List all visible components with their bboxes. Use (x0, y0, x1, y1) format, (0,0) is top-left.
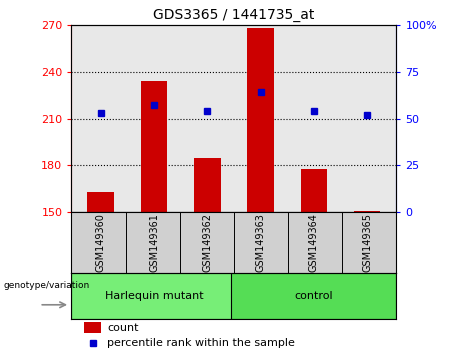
Text: GSM149364: GSM149364 (309, 213, 319, 272)
Bar (84, 322, 100, 333)
Bar (194, 158, 221, 212)
Text: control: control (295, 291, 333, 301)
Text: GSM149365: GSM149365 (362, 213, 372, 272)
Title: GDS3365 / 1441735_at: GDS3365 / 1441735_at (153, 8, 315, 22)
Bar (301, 169, 327, 212)
Text: Harlequin mutant: Harlequin mutant (105, 291, 203, 301)
Text: GSM149363: GSM149363 (255, 213, 266, 272)
Text: GSM149361: GSM149361 (149, 213, 159, 272)
Bar (71, 273, 236, 319)
Bar (141, 81, 167, 212)
Bar (231, 273, 396, 319)
Text: percentile rank within the sample: percentile rank within the sample (107, 338, 295, 348)
Bar (88, 192, 114, 212)
Bar (247, 28, 274, 212)
Text: genotype/variation: genotype/variation (4, 281, 90, 290)
Text: count: count (107, 322, 139, 332)
Text: GSM149360: GSM149360 (96, 213, 106, 272)
Bar (354, 211, 380, 212)
Text: GSM149362: GSM149362 (202, 213, 213, 272)
